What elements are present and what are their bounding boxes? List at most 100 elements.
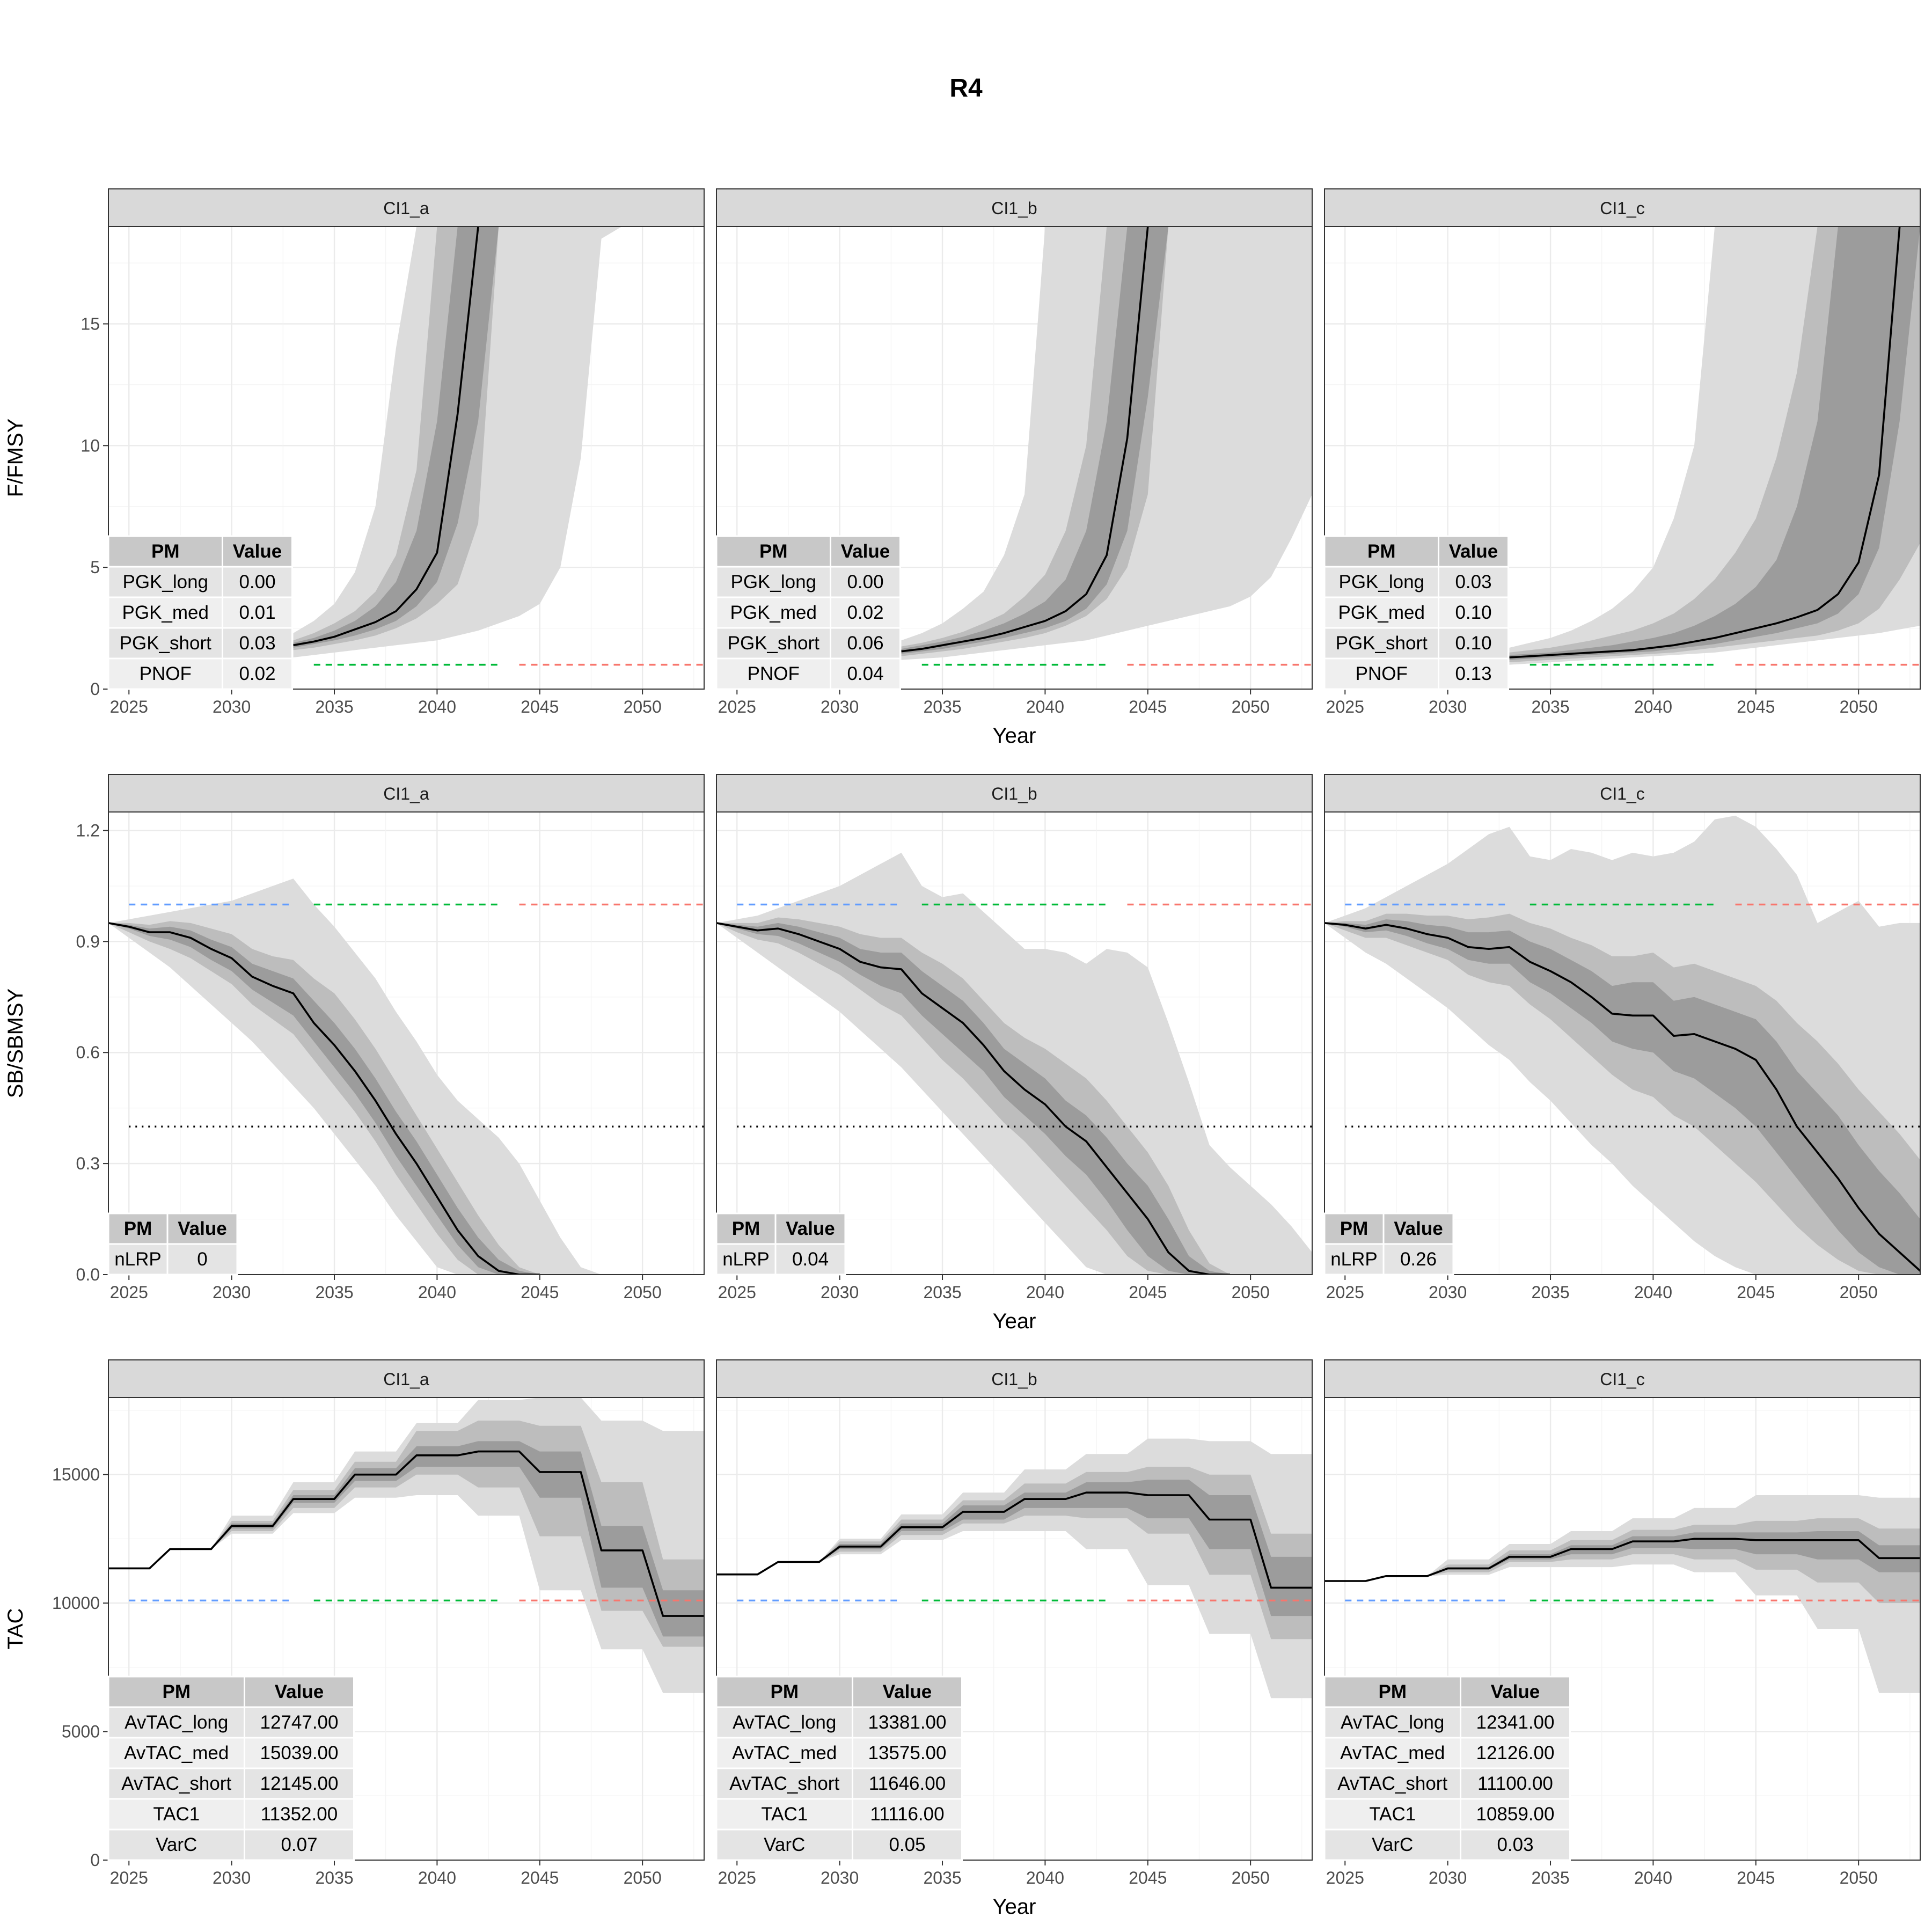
x-tick-label: 2040 [418,1868,456,1887]
pm-table-metric: AvTAC_long [733,1712,836,1733]
x-tick-label: 2030 [1429,1283,1467,1302]
x-tick-label: 2040 [1634,1283,1672,1302]
panel-border [1324,226,1921,690]
pm-table-value: 0.03 [1455,572,1491,592]
panel-strip [108,774,705,813]
median-line [1324,922,1920,1272]
pm-table-cell [107,1767,245,1800]
pm-table-metric: TAC1 [761,1804,808,1825]
pm-table-value: 0.07 [281,1834,317,1855]
pm-table: PM Value AvTAC_long 13381.00 AvTAC_med 13575.… [715,1675,963,1861]
x-tick-label: 2035 [1531,1283,1569,1302]
x-tick-label: 2050 [624,1868,662,1887]
x-tick-label: 2025 [718,1283,756,1302]
pm-table-metric: PGK_long [122,572,208,592]
pm-table-cell [1460,1737,1571,1769]
pm-table-cell [107,1243,169,1276]
pm-table-cell [107,657,223,690]
pm-table-metric: PNOF [140,663,192,684]
panel-border [108,1397,705,1861]
pm-table-cell [830,535,901,568]
pm-table: PM Value nLRP 0.26 [1323,1212,1454,1276]
pm-table-cell [244,1737,355,1769]
panel-border [716,226,1313,690]
panel-border [108,811,705,1275]
pm-table-cell [244,1706,355,1739]
panel-strip [1324,774,1921,813]
x-tick-label: 2035 [923,697,961,716]
x-tick-label: 2040 [418,1283,456,1302]
pm-table-metric: AvTAC_med [732,1743,837,1763]
chart-row-3: TAC Year CI1_a 0 5000 10000 15000 2025 2030 2035 2… [4,1359,1921,1919]
pm-table-cell [1460,1706,1571,1739]
panel-strip [1324,188,1921,227]
pm-table-header-pm: PM [163,1681,191,1702]
y-tick-label: 0.6 [76,1043,100,1062]
pm-table-value: 0.02 [239,663,275,684]
pm-table-metric: AvTAC_short [121,1773,231,1794]
panel-strip-label: CI1_a [383,199,429,218]
pm-table-header-pm: PM [124,1218,152,1239]
panel-strip [108,188,705,227]
panel-strip [716,188,1313,227]
pm-table-cell [1438,535,1509,568]
pm-table-cell [1323,1798,1461,1831]
pm-table-cell [107,1706,245,1739]
y-tick-label: 0.3 [76,1154,100,1173]
pm-table-cell [107,1737,245,1769]
pm-table-value: 0.10 [1455,633,1491,654]
pm-table-value: 11116.00 [870,1804,944,1825]
x-tick-label: 2035 [923,1283,961,1302]
chart-row-2: SB/SBMSY Year CI1_a 0.0 0.3 0.6 0.9 1.2 2025 2030… [4,774,1921,1333]
pm-table-metric: PGK_med [1338,602,1425,623]
panel-border [1324,811,1921,1275]
y-tick-label: 0.9 [76,932,100,951]
pm-table-header-pm: PM [151,541,180,562]
x-tick-label: 2030 [821,1868,859,1887]
panel-strip-label: CI1_b [991,199,1037,218]
pm-table-header-value: Value [1394,1218,1443,1239]
pm-table-header-value: Value [233,541,282,562]
pm-table-metric: PGK_short [1336,633,1428,654]
pm-table-metric: VarC [1372,1834,1413,1855]
figure-title: R4 [949,74,983,103]
median-line [1324,1538,1920,1582]
pm-table-value: 11646.00 [869,1773,946,1794]
pm-table-value: 11352.00 [261,1804,338,1825]
panel-strip-label: CI1_c [1600,199,1645,218]
y-tick-label: 0 [90,679,100,699]
median-line [108,1450,704,1617]
pm-table-cell [830,657,901,690]
panel-border [716,1397,1313,1861]
pm-table: PM Value PGK_long 0.00 PGK_med 0.01 PGK_short 0… [107,535,293,690]
y-axis-title: TAC [4,1608,27,1649]
pm-table-value: 0.05 [889,1834,925,1855]
chart-row-1: F/FMSY Year CI1_a 0 5 10 15 2025 2030 2035 2040 204… [4,188,1921,748]
x-tick-label: 2040 [1634,1868,1672,1887]
panel-strip [716,1359,1313,1398]
pm-table-cell [852,1675,963,1708]
median-line [716,1491,1312,1589]
x-tick-label: 2030 [1429,697,1467,716]
pm-table-value: 0.00 [847,572,883,592]
x-tick-label: 2050 [1232,697,1270,716]
pm-table-header-value: Value [786,1218,835,1239]
pm-table-cell [715,1706,853,1739]
x-tick-label: 2050 [1232,1868,1270,1887]
pm-table-value: 13575.00 [868,1743,947,1763]
pm-table-cell [1323,596,1439,629]
x-tick-label: 2025 [110,697,148,716]
band-mid [1324,913,1920,1275]
pm-table: PM Value PGK_long 0.00 PGK_med 0.02 PGK_short 0… [715,535,901,690]
pm-table-cell [852,1706,963,1739]
pm-table-metric: AvTAC_long [125,1712,228,1733]
pm-table-cell [715,1675,853,1708]
pm-table-value: 15039.00 [260,1743,339,1763]
pm-table-cell [852,1828,963,1861]
x-tick-label: 2035 [315,1868,353,1887]
pm-table-cell [1323,1212,1385,1245]
x-tick-label: 2035 [315,1283,353,1302]
pm-table-cell [715,1767,853,1800]
x-tick-label: 2025 [1326,697,1364,716]
x-tick-label: 2025 [110,1283,148,1302]
